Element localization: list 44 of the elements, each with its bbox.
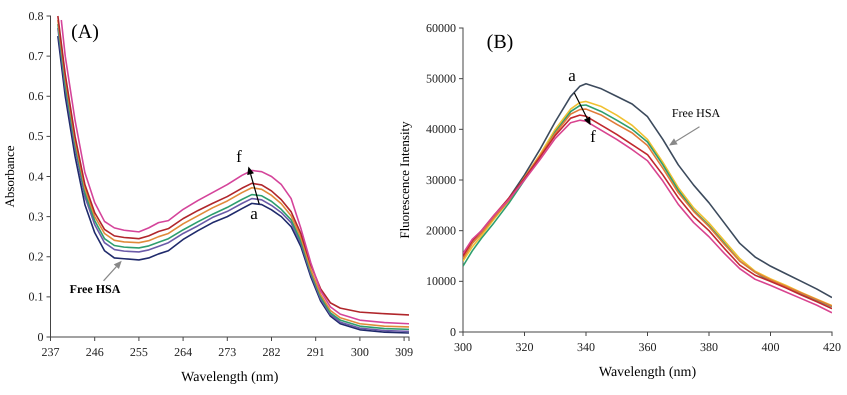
x-tick-label: 340: [577, 340, 595, 354]
x-axis-title: Wavelength (nm): [598, 365, 696, 380]
annotation: Free HSA: [672, 106, 720, 120]
x-tick-label: 264: [174, 345, 192, 359]
x-tick-label: 237: [42, 345, 60, 359]
annotation: a: [250, 204, 258, 223]
x-tick-label: 420: [823, 340, 841, 354]
x-tick-label: 246: [86, 345, 104, 359]
y-tick-label: 0: [450, 324, 456, 339]
annotation: a: [568, 66, 576, 85]
annotation: (B): [486, 31, 514, 53]
y-tick-label: 30000: [426, 172, 456, 187]
y-tick-label: 0: [38, 330, 44, 344]
x-tick-label: 300: [350, 345, 369, 359]
y-tick-label: 0.4: [28, 169, 44, 184]
y-tick-label: 20000: [426, 224, 456, 238]
y-tick-label: 0.8: [28, 8, 44, 23]
x-tick-label: 360: [638, 340, 656, 354]
y-tick-label: 0.6: [28, 89, 44, 104]
x-tick-label: 380: [700, 340, 718, 354]
y-tick-label: 0.5: [28, 129, 44, 144]
y-tick-label: 0.2: [28, 250, 44, 264]
x-tick-label: 320: [516, 340, 534, 354]
x-tick-label: 291: [306, 345, 325, 359]
y-axis-title: Absorbance: [2, 145, 17, 208]
annotation: (A): [71, 21, 99, 43]
x-tick-label: 400: [762, 340, 780, 354]
annotation: f: [236, 146, 242, 166]
x-axis-title: Wavelength (nm): [181, 370, 279, 385]
x-tick-label: 309: [395, 345, 414, 359]
y-axis-title: Fluorescence Intensity: [397, 120, 412, 239]
y-tick-label: 40000: [426, 122, 456, 136]
y-tick-label: 0.3: [28, 209, 44, 224]
y-tick-label: 10000: [426, 274, 456, 288]
y-tick-label: 50000: [426, 72, 456, 86]
x-tick-label: 282: [262, 345, 280, 359]
x-tick-label: 273: [218, 345, 236, 359]
annotation: f: [590, 126, 596, 146]
y-tick-label: 0.1: [28, 290, 44, 304]
x-tick-label: 300: [454, 340, 472, 354]
y-tick-label: 0.7: [28, 48, 44, 63]
annotation: Free HSA: [70, 282, 121, 296]
y-tick-label: 60000: [426, 20, 456, 35]
x-tick-label: 255: [130, 345, 148, 359]
